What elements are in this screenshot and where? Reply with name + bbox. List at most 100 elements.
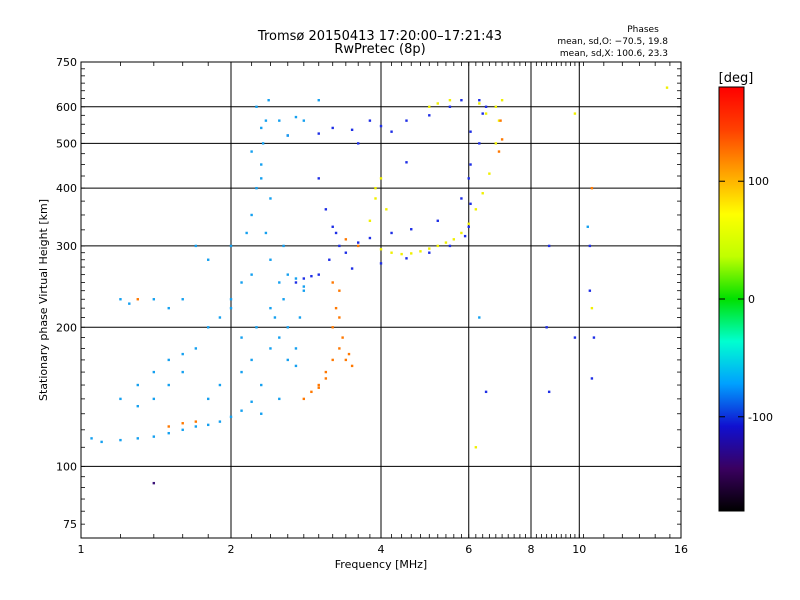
data-point <box>167 383 170 387</box>
data-point <box>484 105 488 108</box>
data-point <box>278 119 281 122</box>
data-point <box>481 112 484 115</box>
data-point <box>356 244 360 248</box>
data-point <box>379 262 383 265</box>
data-point <box>448 99 452 102</box>
data-point <box>229 415 233 419</box>
data-point <box>481 192 484 195</box>
data-point <box>334 306 338 310</box>
grid-lines <box>81 62 681 538</box>
data-point <box>588 289 592 292</box>
data-point <box>286 358 289 362</box>
data-point <box>328 258 331 261</box>
data-point <box>250 400 253 403</box>
data-point <box>428 247 431 250</box>
data-point <box>240 409 243 412</box>
data-point <box>206 423 210 427</box>
data-point <box>484 390 488 394</box>
data-point <box>245 231 248 235</box>
data-point <box>478 102 481 105</box>
data-point <box>331 358 334 362</box>
data-point <box>194 244 198 248</box>
data-point <box>379 124 383 128</box>
data-point <box>255 186 258 190</box>
y-tick-label: 600 <box>56 101 77 114</box>
data-point <box>250 358 253 362</box>
data-point <box>278 281 281 284</box>
data-point <box>400 252 403 256</box>
data-point <box>317 386 320 389</box>
data-point <box>547 244 551 248</box>
data-point <box>500 138 504 141</box>
data-point <box>206 397 210 401</box>
data-point <box>206 326 210 329</box>
data-point <box>341 336 344 339</box>
data-point <box>324 370 328 374</box>
x-tick-label: 16 <box>674 543 688 556</box>
data-point <box>334 231 338 235</box>
y-tick-label: 100 <box>56 460 77 473</box>
data-point <box>167 306 170 310</box>
colorbar-tick-label: 0 <box>748 293 755 306</box>
data-point <box>181 422 184 425</box>
data-point <box>119 298 122 301</box>
data-point <box>592 336 596 339</box>
data-point <box>463 234 467 238</box>
data-point <box>317 132 320 135</box>
data-point <box>119 438 122 442</box>
data-point <box>338 347 341 350</box>
data-point <box>294 115 298 119</box>
data-point <box>331 281 334 284</box>
data-point <box>261 142 265 145</box>
data-point <box>500 99 504 102</box>
data-point <box>390 130 393 133</box>
y-axis-label: Stationary phase Virtual Height [km] <box>37 199 50 401</box>
data-point <box>590 186 594 190</box>
data-point <box>573 112 577 115</box>
data-point <box>379 248 383 251</box>
data-point <box>250 150 253 153</box>
data-point <box>273 316 277 319</box>
data-point <box>484 112 488 115</box>
data-point <box>356 241 360 244</box>
data-point <box>294 347 298 350</box>
data-point <box>428 105 431 108</box>
data-point <box>294 281 298 284</box>
data-point <box>260 177 263 180</box>
data-point <box>331 126 334 130</box>
data-point <box>405 161 408 164</box>
axis-ticks <box>80 61 681 538</box>
data-point <box>467 222 470 225</box>
colorbar-tick-label: 100 <box>748 175 769 188</box>
data-point <box>324 208 328 211</box>
data-point <box>428 114 431 117</box>
data-point <box>194 425 198 428</box>
data-point <box>385 208 388 211</box>
data-point <box>294 364 298 368</box>
data-point <box>229 306 233 310</box>
data-point <box>194 347 198 350</box>
data-point <box>255 326 258 329</box>
data-point <box>474 208 478 211</box>
data-point <box>298 316 302 319</box>
data-point <box>467 225 470 228</box>
data-point <box>478 99 481 102</box>
data-point <box>469 130 472 133</box>
data-point <box>267 99 270 102</box>
data-point <box>338 316 341 319</box>
data-point <box>218 383 222 387</box>
data-point <box>302 277 306 280</box>
data-point <box>128 302 131 305</box>
colorbar-ticks: -100 0 100 <box>719 175 773 424</box>
data-point <box>499 119 502 122</box>
data-point <box>294 277 298 280</box>
data-point <box>229 244 233 248</box>
data-point <box>278 336 281 339</box>
data-point <box>269 306 272 310</box>
chart-title: Tromsø 20150413 17:20:00–17:21:43 <box>257 29 502 44</box>
data-point <box>260 412 263 415</box>
data-point <box>206 258 210 261</box>
data-point <box>665 86 669 89</box>
data-point <box>419 250 422 253</box>
